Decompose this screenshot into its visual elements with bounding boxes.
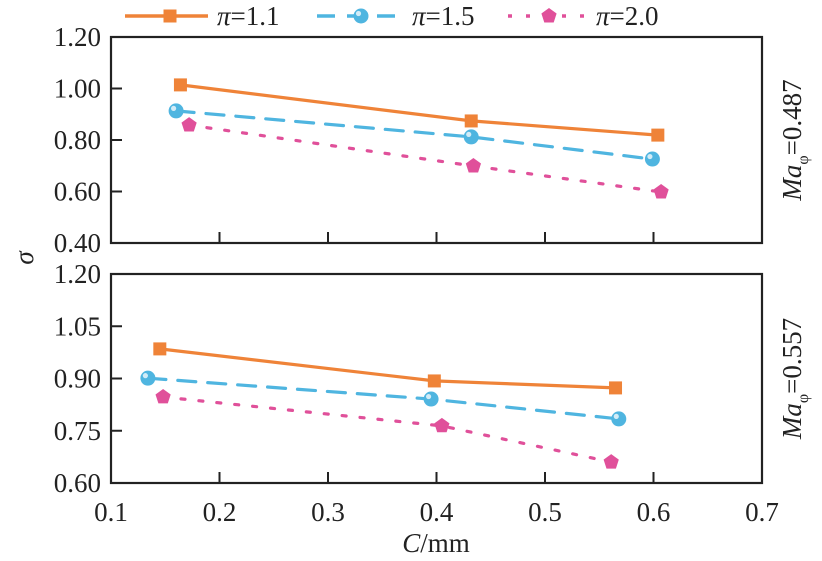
legend-value: =1.5 — [426, 1, 475, 31]
legend-entry: π=2.0 — [508, 1, 659, 31]
y-tick-label: 0.80 — [54, 125, 101, 155]
panel-2: 0.60 0.75 0.90 1.05 1.20 Maφ=0.557 — [54, 259, 812, 498]
y-tick-label: 0.90 — [54, 364, 101, 394]
panel-label: Maφ=0.487 — [777, 79, 812, 201]
y-tick-label: 0.60 — [54, 468, 101, 498]
legend-square-marker — [163, 9, 177, 23]
panel-label-sub: φ — [795, 394, 812, 403]
legend-label: π=1.1 — [217, 1, 280, 31]
panel-label: Maφ=0.557 — [777, 318, 812, 440]
x-tick-labels: 0.1 0.2 0.3 0.4 0.5 0.6 0.7 — [94, 497, 779, 527]
data-point-pentagon — [434, 417, 450, 433]
data-point-circle — [611, 411, 627, 427]
legend-symbol: π — [217, 1, 232, 31]
data-point-square — [464, 114, 478, 128]
x-axis-title: C/mm — [402, 528, 470, 558]
series-line-3 — [161, 395, 613, 464]
legend: π=1.1 π=1.5 π=2.0 — [125, 1, 659, 31]
data-point-square — [153, 342, 167, 356]
data-point-pentagon — [465, 158, 481, 173]
plot-frame — [109, 35, 764, 245]
x-tick-label: 0.5 — [528, 497, 562, 527]
y-tick-label: 1.20 — [54, 22, 101, 52]
panel-1: 0.40 0.60 0.80 1.00 1.20 Maφ=0.487 — [54, 22, 812, 258]
panel-label-main: Ma — [777, 403, 807, 440]
legend-circle-marker — [353, 8, 369, 24]
panel-label-main: Ma — [777, 165, 807, 202]
data-point-circle — [423, 391, 439, 407]
y-tick-label: 0.40 — [54, 228, 101, 258]
legend-value: =2.0 — [610, 1, 659, 31]
x-tick-label: 0.1 — [94, 497, 128, 527]
data-point-pentagon — [181, 117, 197, 132]
panels: 0.400.600.801.001.20Maφ=0.4870.600.750.9… — [54, 22, 812, 498]
series-line-1 — [158, 347, 618, 390]
data-point-square — [651, 128, 665, 142]
legend-value: =1.1 — [231, 1, 280, 31]
legend-symbol: π — [412, 1, 427, 31]
x-tick-label: 0.6 — [637, 497, 671, 527]
panel-label-value: =0.487 — [777, 79, 807, 155]
data-point-square — [173, 78, 187, 92]
data-point-pentagon — [603, 454, 619, 469]
x-tick-label: 0.4 — [420, 497, 454, 527]
data-point-circle — [140, 370, 156, 386]
series-line-2 — [174, 109, 655, 161]
x-axis-title-unit: /mm — [420, 528, 470, 558]
y-tick-label: 1.20 — [54, 259, 101, 289]
data-point-square — [609, 381, 623, 395]
x-axis-title-variable: C — [402, 528, 421, 558]
legend-label: π=2.0 — [596, 1, 659, 31]
x-tick-label: 0.7 — [745, 497, 779, 527]
series-line-1 — [178, 83, 660, 137]
data-point-square — [427, 374, 441, 388]
y-axis-title: σ — [9, 250, 39, 265]
panel-label-sub: φ — [795, 155, 812, 164]
x-tick-label: 0.2 — [203, 497, 237, 527]
data-point-pentagon — [653, 184, 669, 199]
legend-pentagon-marker — [541, 8, 557, 23]
series-line-3 — [187, 123, 663, 194]
y-tick-label: 1.00 — [54, 74, 101, 104]
y-tick-label: 1.05 — [54, 311, 101, 341]
y-tick-label: 0.75 — [54, 416, 101, 446]
data-point-circle — [644, 151, 660, 167]
legend-label: π=1.5 — [412, 1, 475, 31]
legend-symbol: π — [596, 1, 611, 31]
data-point-circle — [168, 103, 184, 119]
legend-entry: π=1.5 — [317, 1, 475, 31]
data-point-pentagon — [155, 389, 171, 404]
x-tick-label: 0.3 — [311, 497, 345, 527]
legend-entry: π=1.1 — [125, 1, 280, 31]
data-point-circle — [463, 129, 479, 145]
panel-label-value: =0.557 — [777, 318, 807, 394]
y-tick-label: 0.60 — [54, 177, 101, 207]
